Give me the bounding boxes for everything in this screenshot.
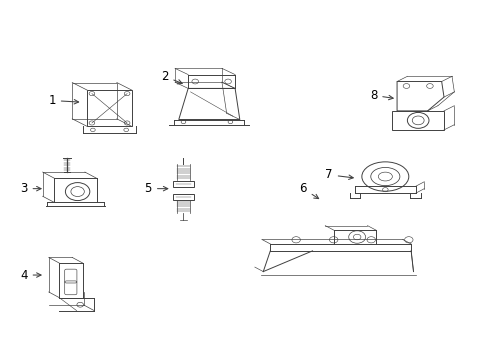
Text: 6: 6 xyxy=(299,182,318,199)
Text: 2: 2 xyxy=(161,70,182,84)
Text: 5: 5 xyxy=(144,182,167,195)
Text: 8: 8 xyxy=(369,89,392,102)
Text: 7: 7 xyxy=(325,168,352,181)
Text: 3: 3 xyxy=(20,182,41,195)
Text: 4: 4 xyxy=(20,269,41,282)
Text: 1: 1 xyxy=(48,94,79,107)
